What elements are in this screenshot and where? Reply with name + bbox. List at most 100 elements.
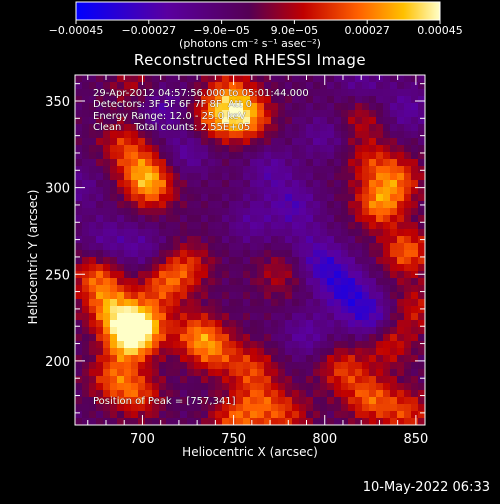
heatmap-cell — [390, 292, 398, 300]
heatmap-cell — [89, 271, 97, 279]
heatmap-cell — [306, 243, 314, 251]
heatmap-cell — [327, 376, 335, 384]
heatmap-cell — [82, 327, 90, 335]
heatmap-cell — [117, 397, 125, 405]
heatmap-cell — [89, 404, 97, 412]
heatmap-cell — [166, 411, 174, 419]
heatmap-cell — [138, 383, 146, 391]
heatmap-cell — [145, 222, 153, 230]
heatmap-cell — [320, 404, 328, 412]
heatmap-cell — [369, 355, 377, 363]
heatmap-cell — [271, 390, 279, 398]
heatmap-cell — [131, 75, 139, 83]
heatmap-cell — [222, 96, 230, 104]
heatmap-cell — [411, 208, 419, 216]
heatmap-cell — [152, 271, 160, 279]
heatmap-cell — [131, 138, 139, 146]
heatmap-cell — [131, 145, 139, 153]
heatmap-cell — [397, 103, 405, 111]
heatmap-cell — [201, 152, 209, 160]
heatmap-cell — [390, 299, 398, 307]
heatmap-cell — [278, 264, 286, 272]
heatmap-cell — [180, 166, 188, 174]
heatmap-cell — [250, 299, 258, 307]
heatmap-cell — [292, 208, 300, 216]
heatmap-cell — [215, 166, 223, 174]
heatmap-cell — [89, 173, 97, 181]
heatmap-cell — [201, 250, 209, 258]
heatmap-cell — [383, 320, 391, 328]
heatmap-cell — [362, 103, 370, 111]
heatmap-cell — [299, 173, 307, 181]
heatmap-cell — [243, 222, 251, 230]
heatmap-cell — [138, 341, 146, 349]
heatmap-cell — [215, 271, 223, 279]
heatmap-cell — [180, 208, 188, 216]
heatmap-cell — [369, 152, 377, 160]
heatmap-cell — [327, 152, 335, 160]
heatmap-cell — [250, 166, 258, 174]
heatmap-cell — [110, 173, 118, 181]
heatmap-cell — [397, 390, 405, 398]
heatmap-cell — [124, 390, 132, 398]
heatmap-cell — [236, 299, 244, 307]
heatmap-cell — [187, 236, 195, 244]
heatmap-cell — [82, 292, 90, 300]
heatmap-cell — [369, 236, 377, 244]
heatmap-cell — [89, 278, 97, 286]
heatmap-cell — [299, 418, 307, 426]
heatmap-cell — [355, 397, 363, 405]
heatmap-cell — [166, 285, 174, 293]
heatmap-cell — [89, 243, 97, 251]
heatmap-cell — [362, 110, 370, 118]
heatmap-cell — [397, 194, 405, 202]
heatmap-cell — [376, 215, 384, 223]
heatmap-cell — [348, 348, 356, 356]
heatmap-cell — [355, 222, 363, 230]
heatmap-cell — [411, 201, 419, 209]
heatmap-cell — [292, 278, 300, 286]
heatmap-cell — [327, 397, 335, 405]
heatmap-cell — [124, 75, 132, 83]
heatmap-cell — [369, 397, 377, 405]
heatmap-cell — [257, 152, 265, 160]
heatmap-cell — [334, 243, 342, 251]
heatmap-cell — [271, 250, 279, 258]
heatmap-cell — [138, 327, 146, 335]
heatmap-cell — [306, 404, 314, 412]
annotation-detectors: Detectors: 3F 5F 6F 7F 8F Att 0 — [93, 99, 253, 110]
heatmap-cell — [138, 404, 146, 412]
heatmap-cell — [208, 250, 216, 258]
heatmap-cell — [327, 369, 335, 377]
heatmap-cell — [257, 327, 265, 335]
heatmap-cell — [299, 292, 307, 300]
heatmap-cell — [124, 264, 132, 272]
heatmap-cell — [404, 390, 412, 398]
heatmap-cell — [327, 257, 335, 265]
heatmap-cell — [89, 131, 97, 139]
heatmap-cell — [306, 376, 314, 384]
heatmap-cell — [348, 89, 356, 97]
heatmap-cell — [369, 194, 377, 202]
heatmap-cell — [341, 376, 349, 384]
heatmap-cell — [264, 306, 272, 314]
heatmap-cell — [411, 229, 419, 237]
heatmap-cell — [299, 285, 307, 293]
heatmap-cell — [257, 110, 265, 118]
heatmap-cell — [341, 355, 349, 363]
heatmap-cell — [411, 236, 419, 244]
heatmap-cell — [103, 250, 111, 258]
heatmap-cell — [257, 159, 265, 167]
heatmap-cell — [187, 103, 195, 111]
heatmap-cell — [355, 292, 363, 300]
heatmap-cell — [159, 341, 167, 349]
heatmap-cell — [390, 271, 398, 279]
heatmap-cell — [257, 271, 265, 279]
heatmap-cell — [411, 411, 419, 419]
heatmap-cell — [110, 285, 118, 293]
heatmap-cell — [390, 229, 398, 237]
heatmap-cell — [145, 390, 153, 398]
heatmap-cell — [173, 404, 181, 412]
heatmap-cell — [243, 166, 251, 174]
heatmap-cell — [159, 194, 167, 202]
